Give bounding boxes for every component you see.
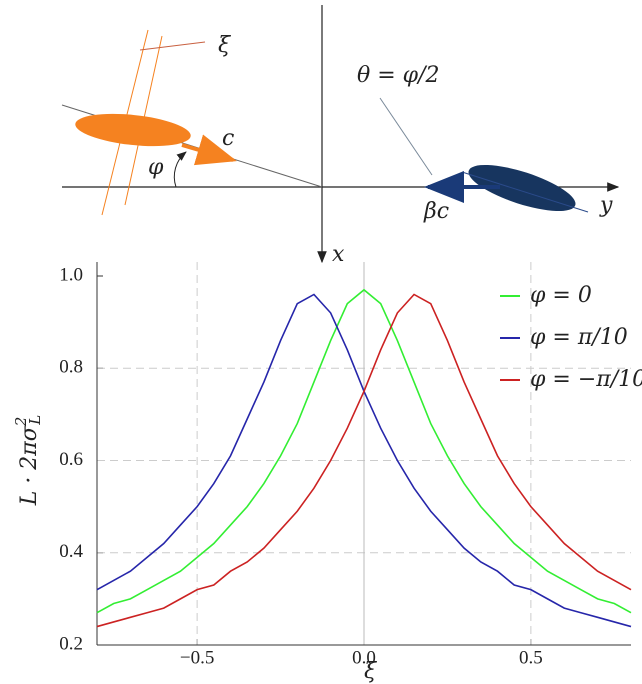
phi-arc xyxy=(173,151,187,188)
y-label-sup: 2 xyxy=(12,417,30,428)
orange-arrow xyxy=(181,134,237,166)
beta-label: βc xyxy=(423,199,449,224)
c-label: c xyxy=(222,126,234,151)
diagram: ξ c φ θ = φ/2 βc y x xyxy=(61,5,620,267)
xi-pointer xyxy=(139,41,206,51)
y-label-sub: L xyxy=(26,415,44,426)
y-tick-label: 1.0 xyxy=(59,264,83,285)
navy-line xyxy=(461,171,589,213)
legend-label: φ = 0 xyxy=(530,283,592,308)
legend-label: φ = π/10 xyxy=(530,325,628,350)
legend-label: φ = −π/10 xyxy=(530,367,642,392)
xi-label: ξ xyxy=(218,33,232,58)
y-axis-label: y xyxy=(599,193,613,218)
y-tick-label: 0.6 xyxy=(59,449,83,470)
theta-label: θ = φ/2 xyxy=(357,63,439,88)
curve xyxy=(96,288,632,614)
phi-label: φ xyxy=(148,155,164,180)
x-tick-label: −0.5 xyxy=(180,647,214,668)
x-tick-label: 0.0 xyxy=(352,647,376,668)
x-label: ξ xyxy=(364,659,378,684)
orange-bunch xyxy=(75,113,191,147)
curve xyxy=(96,293,632,628)
y-tick-label: 0.2 xyxy=(59,633,83,654)
y-label-main: L · 2πσ xyxy=(17,425,42,506)
y-tick-label: 0.8 xyxy=(59,357,83,378)
x-tick-label: 0.5 xyxy=(519,647,543,668)
y-label: L · 2πσ2L xyxy=(12,415,44,507)
x-axis-label: x xyxy=(332,242,345,267)
y-tick-label: 0.4 xyxy=(59,541,83,562)
theta-pointer xyxy=(379,97,433,176)
